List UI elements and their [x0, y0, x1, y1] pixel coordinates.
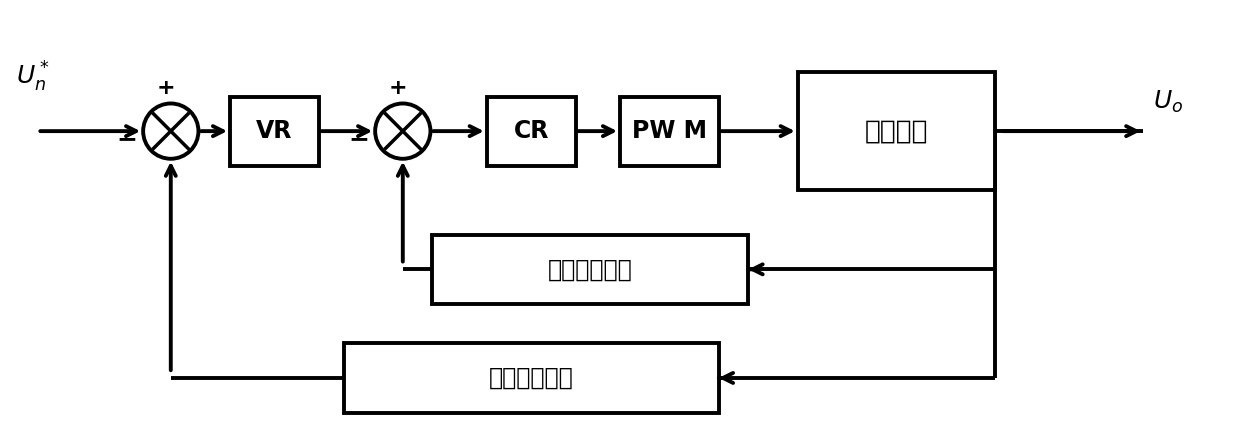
Text: 电流反馈电路: 电流反馈电路 — [548, 257, 632, 281]
Text: 开关电路: 开关电路 — [864, 118, 929, 144]
Text: +: + — [388, 77, 407, 97]
Bar — [343, 343, 719, 413]
Circle shape — [376, 104, 430, 159]
Bar — [620, 97, 719, 166]
Text: 电压反馈电路: 电压反馈电路 — [489, 366, 574, 390]
Text: CR: CR — [513, 119, 549, 143]
Text: +: + — [156, 77, 175, 97]
Bar — [231, 97, 319, 166]
Text: $U_n^*$: $U_n^*$ — [16, 60, 50, 94]
Text: $U_o$: $U_o$ — [1153, 88, 1183, 114]
Text: VR: VR — [257, 119, 293, 143]
Text: −: − — [348, 127, 370, 151]
Bar — [433, 235, 749, 304]
Circle shape — [143, 104, 198, 159]
Text: −: − — [117, 127, 138, 151]
Bar — [797, 72, 996, 191]
Bar — [487, 97, 575, 166]
Text: PW M: PW M — [632, 119, 707, 143]
